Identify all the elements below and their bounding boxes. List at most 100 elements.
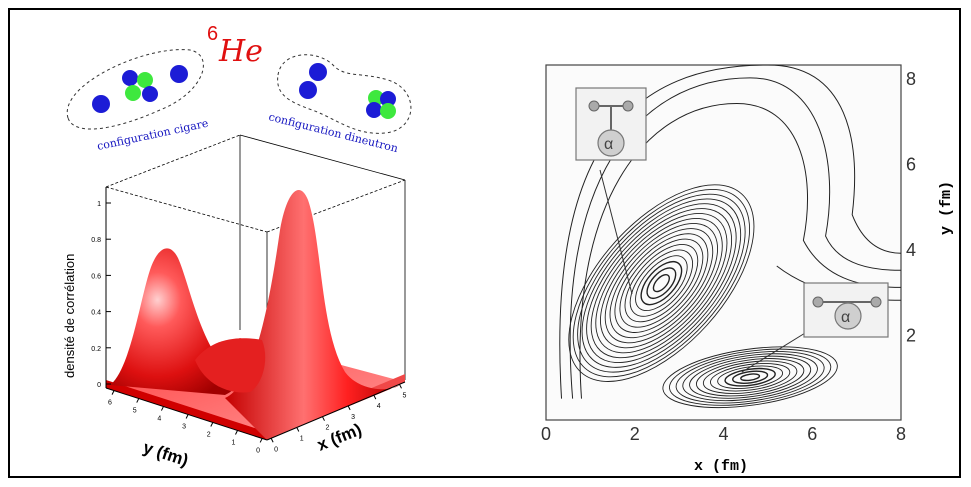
- x-axis-line: [266, 381, 406, 441]
- neutron-icon: [299, 81, 317, 99]
- contour-x-tick-label: 2: [630, 424, 640, 444]
- cigar-dashed-outline: [66, 49, 204, 130]
- z-tick-label: 0.4: [91, 310, 101, 317]
- leader-line: [599, 169, 633, 295]
- contour-line: [675, 351, 825, 404]
- y-tick-label: 5: [133, 408, 137, 415]
- z-tick-label: 0.6: [91, 273, 101, 280]
- y-tick-label: 4: [157, 416, 161, 423]
- contour-line: [646, 267, 677, 300]
- contour-line: [590, 208, 733, 359]
- contour-line: [569, 77, 902, 399]
- contour-line: [609, 228, 714, 339]
- x-axis-ticks: 0 1 2 3 4 5: [270, 384, 406, 453]
- x-tick-mark: [399, 384, 402, 389]
- contour-line: [702, 360, 798, 394]
- contour-line: [614, 233, 709, 333]
- contour-line: [579, 102, 902, 399]
- alpha-vertical-config-inset: α: [575, 87, 647, 161]
- y-tick-mark: [136, 398, 140, 403]
- alpha-particle-label: α: [841, 309, 850, 326]
- x-axis-label: x (fm): [314, 420, 364, 455]
- title-element-symbol: He: [218, 34, 263, 69]
- contour-plot: α α 0 2 4 6 8 2 4 6 8 x (fm) y (fm): [541, 64, 955, 475]
- leader-line: [741, 329, 811, 373]
- y-axis-line: [105, 387, 268, 441]
- z-tick-label: 0.2: [91, 346, 101, 353]
- title-mass-number: 6: [207, 23, 218, 45]
- neutron-icon: [380, 91, 396, 107]
- contour-line: [689, 355, 812, 399]
- contour-line: [619, 238, 704, 328]
- figure-border: [8, 8, 961, 478]
- surface-saddle: [195, 338, 266, 393]
- contour-line: [669, 348, 832, 406]
- alpha-horizontal-config-inset: α: [803, 282, 889, 338]
- proton-icon: [368, 90, 384, 106]
- contour-y-tick-label: 2: [906, 325, 916, 345]
- z-tick-label: 0.8: [91, 237, 101, 244]
- contour-y-tick-label: 8: [906, 69, 916, 89]
- neutron-icon: [142, 86, 158, 102]
- neutron-icon: [122, 70, 138, 86]
- dineutron-configuration-label: configuration dineutron: [267, 110, 399, 155]
- contour-line: [595, 213, 728, 354]
- contour-line: [635, 255, 688, 311]
- y-tick-label: 3: [182, 424, 186, 431]
- y-tick-mark: [210, 422, 214, 427]
- y-tick-mark: [259, 438, 263, 443]
- y-axis-ticks: 0 1 2 3 4 5 6: [108, 390, 263, 454]
- contour-y-tick-label: 4: [906, 240, 916, 260]
- contour-line: [629, 249, 693, 317]
- cigar-configuration-label: configuration cigare: [96, 117, 210, 153]
- proton-icon: [380, 103, 396, 119]
- contour-x-tick-label: 4: [718, 424, 728, 444]
- x-tick-mark: [347, 405, 351, 411]
- box-edge: [266, 179, 406, 233]
- y-tick-mark: [235, 430, 238, 435]
- x-tick-label: 3: [351, 414, 355, 421]
- y-tick-label: 1: [231, 439, 235, 446]
- contour-x-tick-label: 6: [807, 424, 817, 444]
- x-tick-mark: [296, 427, 300, 432]
- contour-line: [572, 188, 751, 378]
- y-tick-mark: [111, 390, 115, 395]
- contour-y-tick-labels: 2 4 6 8: [906, 69, 916, 346]
- contour-line: [710, 362, 791, 392]
- x-tick-label: 5: [402, 392, 406, 399]
- alpha-particle-label: α: [604, 136, 613, 153]
- contour-line: [695, 358, 805, 397]
- contour-line: [724, 367, 776, 387]
- proton-icon: [125, 85, 141, 101]
- neutron-icon: [309, 63, 327, 81]
- contour-y-axis-label: y (fm): [938, 181, 955, 235]
- neutron-icon: [366, 102, 382, 118]
- contour-line: [740, 373, 761, 382]
- z-axis-label: densité de corrélation: [62, 254, 77, 378]
- x-tick-mark: [270, 438, 274, 443]
- contour-line: [604, 223, 718, 344]
- x-tick-mark: [322, 416, 325, 421]
- z-tick-label: 0: [97, 382, 101, 389]
- y-axis-label: y (fm): [141, 438, 191, 470]
- y-tick-label: 6: [108, 400, 112, 407]
- contour-line: [662, 346, 838, 408]
- proton-icon: [137, 72, 153, 88]
- contour-x-tick-label: 8: [896, 424, 906, 444]
- x-tick-label: 0: [274, 446, 278, 453]
- contour-line: [586, 203, 737, 364]
- x-tick-mark: [373, 394, 377, 400]
- contour-line: [652, 274, 671, 293]
- y-tick-label: 0: [256, 447, 260, 454]
- dineutron-configuration-diagram: configuration dineutron: [267, 54, 412, 155]
- contour-line: [640, 260, 683, 306]
- box-edge: [105, 134, 241, 188]
- contour-line: [581, 198, 742, 368]
- contour-x-tick-label: 0: [541, 424, 551, 444]
- x-tick-label: 4: [377, 403, 381, 410]
- contour-line: [732, 370, 769, 384]
- surface-peak-right: [225, 190, 400, 440]
- contour-line: [682, 353, 818, 402]
- surface-front-band: [106, 380, 267, 440]
